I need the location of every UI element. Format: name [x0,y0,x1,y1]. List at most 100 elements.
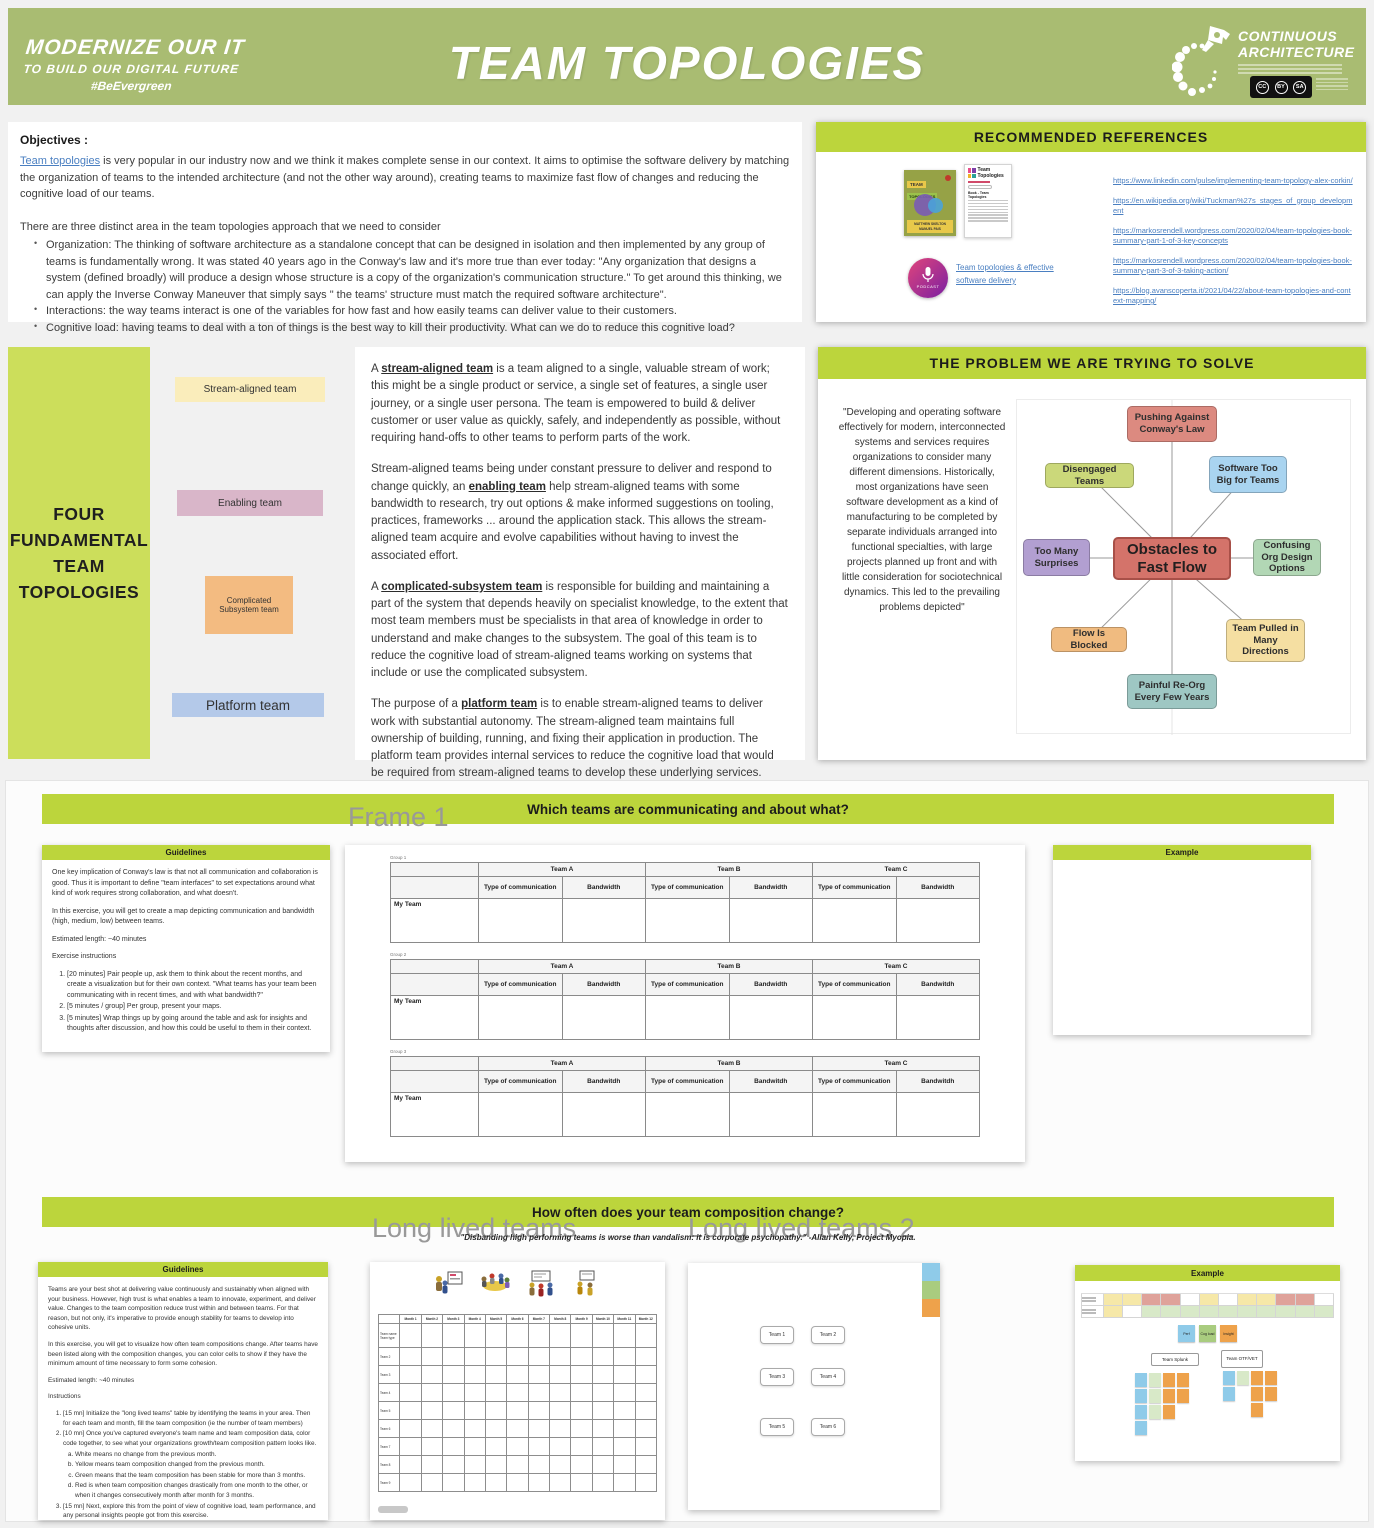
month-header: Month 9 [570,1314,593,1324]
team-box[interactable]: Team 4 [811,1368,845,1386]
team-row-label: Team 3 [377,1365,401,1384]
empty-cell [399,1419,422,1438]
obstacle-node[interactable]: Software Too Big for Teams [1209,456,1287,493]
table-row [1081,1292,1335,1306]
sticky-note[interactable] [1135,1421,1147,1435]
podcast-icon[interactable]: PODCAST [908,258,948,298]
color-tab[interactable] [922,1281,940,1299]
sticky-note[interactable] [1135,1373,1147,1387]
reference-link[interactable]: https://www.linkedin.com/pulse/implement… [1113,176,1353,185]
month-header: Month 12 [634,1314,657,1324]
empty-cell [895,898,980,943]
communication-table: Team A Team B Team C Type of communication B… [390,1056,980,1137]
sticky-note[interactable] [1163,1405,1175,1419]
sticky-note[interactable] [1149,1373,1161,1387]
guidelines-step: [15 mn] Initialize the "long lived teams… [63,1409,318,1428]
continuous-architecture-logo: CONTINUOUS ARCHITECTURE CC BY SA [1172,20,1354,100]
month-header: Month 3 [442,1314,465,1324]
obstacle-node[interactable]: Disengaged Teams [1045,463,1134,488]
status-cell [1294,1304,1315,1318]
empty-cell [484,1383,508,1402]
table-row: Team 7 [377,1437,657,1456]
frame1-label[interactable]: Frame 1 [348,802,449,832]
communication-group: Group 3 Team A Team B Team C Type of communi… [390,1049,980,1137]
sticky-note[interactable] [1237,1371,1249,1385]
color-tab[interactable] [922,1299,940,1317]
empty-cell [634,1383,657,1402]
color-tab[interactable] [922,1263,940,1281]
sticky-note[interactable] [1265,1371,1277,1385]
empty-cell [561,898,646,943]
book-summary-card[interactable]: Team Topologies Book - Team Topologies [964,164,1012,238]
obstacle-node[interactable]: Flow Is Blocked [1051,627,1127,652]
reference-link[interactable]: https://en.wikipedia.org/wiki/Tuckman%27… [1113,195,1353,216]
empty-cell [570,1347,593,1366]
platform-team-box[interactable]: Platform team [172,693,324,717]
legend-sticky[interactable]: Perf [1178,1325,1195,1342]
example-team-label[interactable]: Team Splunk [1151,1353,1199,1366]
description-paragraph: The purpose of a platform team is to ena… [371,698,774,780]
reference-link[interactable]: https://blog.avanscoperta.it/2021/04/22/… [1113,285,1351,306]
sticky-note[interactable] [1251,1403,1263,1417]
status-cell [1275,1292,1296,1306]
sticky-note[interactable] [1177,1389,1189,1403]
team-box[interactable]: Team 3 [760,1368,794,1386]
complicated-subsystem-team-box[interactable]: Complicated Subsystem team [205,576,293,634]
sticky-note[interactable] [1223,1371,1235,1385]
sticky-note[interactable] [1223,1387,1235,1401]
frame-label-long-lived-teams-2[interactable]: Long lived teams 2 [688,1213,915,1243]
status-cell [1294,1292,1315,1306]
sticky-note[interactable] [1149,1405,1161,1419]
empty-cell [484,1473,508,1492]
horizontal-scrollbar[interactable] [378,1506,408,1513]
team-box[interactable]: Team 5 [760,1418,794,1436]
sticky-note[interactable] [1177,1373,1189,1387]
obstacle-node[interactable]: Confusing Org Design Options [1253,539,1321,576]
team-box[interactable]: Team 6 [811,1418,845,1436]
empty-cell [527,1365,551,1384]
empty-cell [506,1347,529,1366]
empty-cell [613,1473,636,1492]
reference-link[interactable]: https://markosrendell.wordpress.com/2020… [1113,255,1352,276]
legend-sticky[interactable]: Insight [1220,1325,1237,1342]
communication-tables-card: Group 1 Team A Team B Team C Type of communi… [345,845,1025,1162]
podcast-link[interactable]: Team topologies & effective software del… [956,263,1054,285]
team-box[interactable]: Team 1 [760,1326,794,1344]
sticky-note[interactable] [1149,1389,1161,1403]
frame-label-long-lived-teams[interactable]: Long lived teams [372,1213,577,1243]
empty-cell [478,995,563,1040]
sticky-note[interactable] [1265,1387,1277,1401]
empty-cell [527,1437,551,1456]
sticky-note[interactable] [1135,1405,1147,1419]
team-topologies-link[interactable]: Team topologies [20,155,101,167]
team-box[interactable]: Team 2 [811,1326,845,1344]
obstacle-center-node[interactable]: Obstacles to Fast Flow [1113,537,1231,580]
frame1-guidelines-body: One key implication of Conway's law is t… [42,860,330,1044]
empty-cell [548,1455,572,1474]
obstacle-node[interactable]: Painful Re-Org Every Few Years [1127,674,1217,709]
team-topologies-book-cover[interactable]: TEAM TOPOLOGIES MATTHEW SKELTON MANUEL P… [904,170,956,236]
reference-link[interactable]: https://markosrendell.wordpress.com/2020… [1113,225,1352,246]
subheader-cell: Bandwitdh [895,973,980,996]
obstacle-node[interactable]: Team Pulled in Many Directions [1226,619,1305,662]
sticky-note[interactable] [1251,1371,1263,1385]
subheader-cell: Type of communication [812,876,897,899]
sticky-note[interactable] [1251,1387,1263,1401]
legend-sticky[interactable]: Cog load [1199,1325,1216,1342]
enabling-team-box[interactable]: Enabling team [177,490,323,516]
sticky-note[interactable] [1163,1389,1175,1403]
empty-cell [463,1401,486,1420]
example-team-label[interactable]: Team OTF/VET [1221,1350,1263,1368]
empty-cell [442,1437,465,1456]
stream-aligned-team-box[interactable]: Stream-aligned team [175,377,325,402]
obstacle-node[interactable]: Too Many Surprises [1023,539,1090,576]
empty-cell [420,1323,444,1348]
empty-cell [645,898,730,943]
team-row-label: Team 5 [377,1401,401,1420]
sticky-note[interactable] [1135,1389,1147,1403]
sticky-note[interactable] [1163,1373,1175,1387]
sticky-cluster [1135,1373,1189,1435]
status-cell [1179,1292,1200,1306]
empty-cell [548,1323,572,1348]
obstacle-node[interactable]: Pushing Against Conway's Law [1127,406,1217,442]
